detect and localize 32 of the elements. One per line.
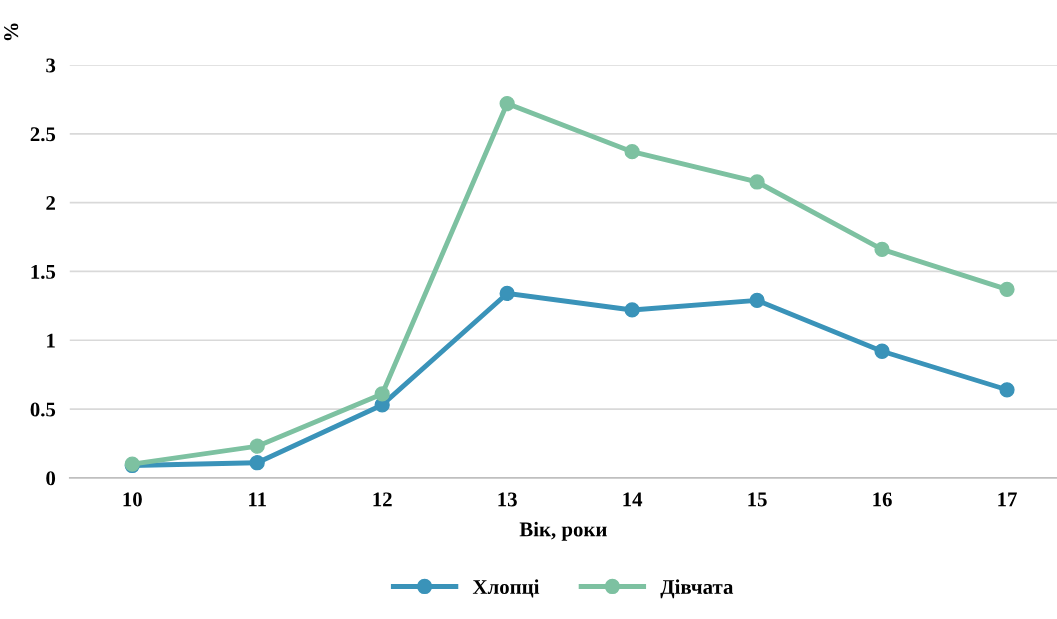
y-tick-label: 1 xyxy=(47,333,55,348)
y-tick-label: 0.5 xyxy=(30,402,56,417)
x-tick-label: 12 xyxy=(373,492,392,507)
point xyxy=(624,302,640,318)
y-tick-label: 3 xyxy=(46,58,56,73)
point xyxy=(749,174,765,190)
point xyxy=(624,144,640,160)
x-tick-label: 16 xyxy=(873,492,892,507)
point xyxy=(999,382,1015,398)
point xyxy=(999,281,1015,297)
point xyxy=(874,343,890,359)
x-tick-label: 10 xyxy=(123,492,142,507)
x-tick-label: 14 xyxy=(623,492,643,507)
x-tick-label: 15 xyxy=(748,492,767,507)
x-axis-title: Вік, роки xyxy=(519,521,607,541)
y-tick-label: 2 xyxy=(46,196,55,210)
point xyxy=(749,292,765,308)
point xyxy=(874,241,890,258)
y-axis-title: % xyxy=(4,23,19,41)
legend-label: Дівчата xyxy=(660,579,734,599)
x-tick-label: 11 xyxy=(249,492,266,507)
point xyxy=(249,455,265,471)
y-tick-label: 2.5 xyxy=(30,127,56,142)
y-tick-label: 0 xyxy=(46,471,56,486)
point xyxy=(499,285,515,302)
legend-label: Хлопці xyxy=(472,579,540,598)
point xyxy=(499,95,515,112)
point xyxy=(374,386,390,402)
x-tick-label: 17 xyxy=(998,492,1017,507)
y-tick-label: 1.5 xyxy=(31,264,56,279)
x-tick-label: 13 xyxy=(498,492,517,507)
point xyxy=(249,438,265,454)
